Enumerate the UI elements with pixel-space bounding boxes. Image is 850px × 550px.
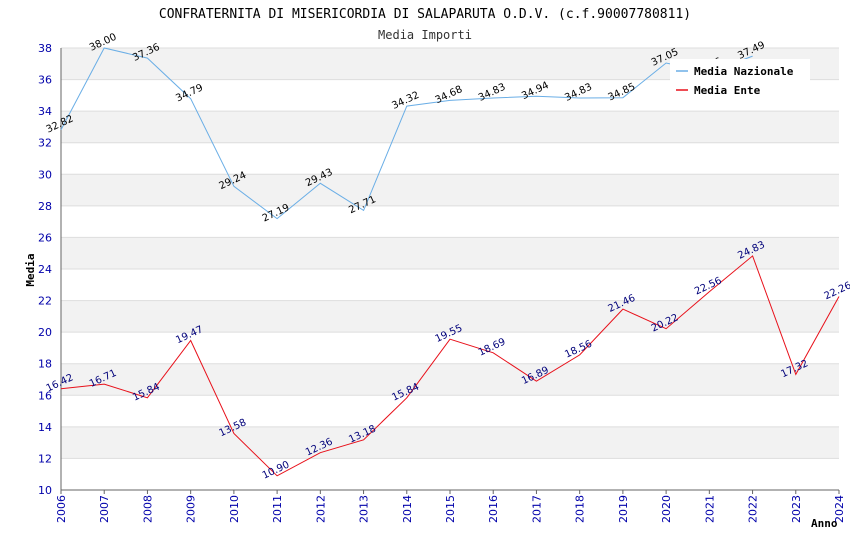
grid-band xyxy=(61,426,839,459)
x-tick-label: 2012 xyxy=(314,495,327,523)
y-tick-label: 20 xyxy=(38,326,52,339)
chart-title: CONFRATERNITA DI MISERICORDIA DI SALAPAR… xyxy=(159,7,691,22)
x-tick-label: 2024 xyxy=(833,495,846,523)
x-tick-label: 2021 xyxy=(703,495,716,523)
x-tick-label: 2011 xyxy=(271,495,284,523)
legend-label: Media Nazionale xyxy=(694,65,794,78)
grid-bands xyxy=(61,47,839,491)
y-axis-label: Media xyxy=(24,253,37,286)
grid-band xyxy=(61,363,839,396)
grid-band xyxy=(61,174,839,206)
x-tick-label: 2020 xyxy=(660,495,673,523)
series-line-media-ente xyxy=(60,255,840,477)
y-tick-label: 10 xyxy=(38,484,52,497)
y-tick-label: 26 xyxy=(38,231,52,244)
y-tick-label: 32 xyxy=(38,137,52,150)
y-tick-label: 14 xyxy=(38,421,52,434)
grid-band xyxy=(61,332,839,364)
x-tick-label: 2018 xyxy=(574,495,587,523)
x-tick-label: 2006 xyxy=(55,495,68,523)
x-tick-label: 2019 xyxy=(617,495,630,523)
series-lines xyxy=(60,47,840,477)
y-tick-label: 28 xyxy=(38,200,52,213)
x-tick-label: 2022 xyxy=(747,495,760,523)
grid-band xyxy=(61,395,839,427)
x-tick-label: 2017 xyxy=(530,495,543,523)
x-tick-label: 2013 xyxy=(358,495,371,523)
grid-band xyxy=(61,111,839,143)
x-tick-label: 2015 xyxy=(444,495,457,523)
grid-band xyxy=(61,237,839,269)
y-tick-label: 34 xyxy=(38,105,52,118)
y-tick-label: 36 xyxy=(38,74,52,87)
x-tick-label: 2010 xyxy=(228,495,241,523)
x-tick-label: 2009 xyxy=(185,495,198,523)
grid-band xyxy=(61,300,839,333)
y-tick-label: 12 xyxy=(38,452,52,465)
x-axis-label: Anno xyxy=(811,517,838,530)
grid-band xyxy=(61,458,839,490)
legend-label: Media Ente xyxy=(694,84,761,97)
grid-band xyxy=(61,205,839,238)
y-tick-label: 24 xyxy=(38,263,52,276)
x-tick-label: 2014 xyxy=(401,495,414,523)
chart-subtitle: Media Importi xyxy=(378,28,472,42)
grid-band xyxy=(61,142,839,175)
y-tick-label: 16 xyxy=(38,389,52,402)
y-tick-label: 38 xyxy=(38,42,52,55)
legend-box xyxy=(670,59,810,103)
legend: Media Nazionale Media Ente xyxy=(670,59,810,103)
axes xyxy=(60,48,840,494)
y-tick-label: 18 xyxy=(38,358,52,371)
x-tick-label: 2016 xyxy=(487,495,500,523)
y-tick-label: 22 xyxy=(38,295,52,308)
x-tick-label: 2023 xyxy=(790,495,803,523)
y-tick-label: 30 xyxy=(38,168,52,181)
grid-band xyxy=(61,269,839,301)
series-line-media-nazionale xyxy=(60,47,753,220)
x-tick-label: 2007 xyxy=(98,495,111,523)
x-tick-label: 2008 xyxy=(141,495,154,523)
